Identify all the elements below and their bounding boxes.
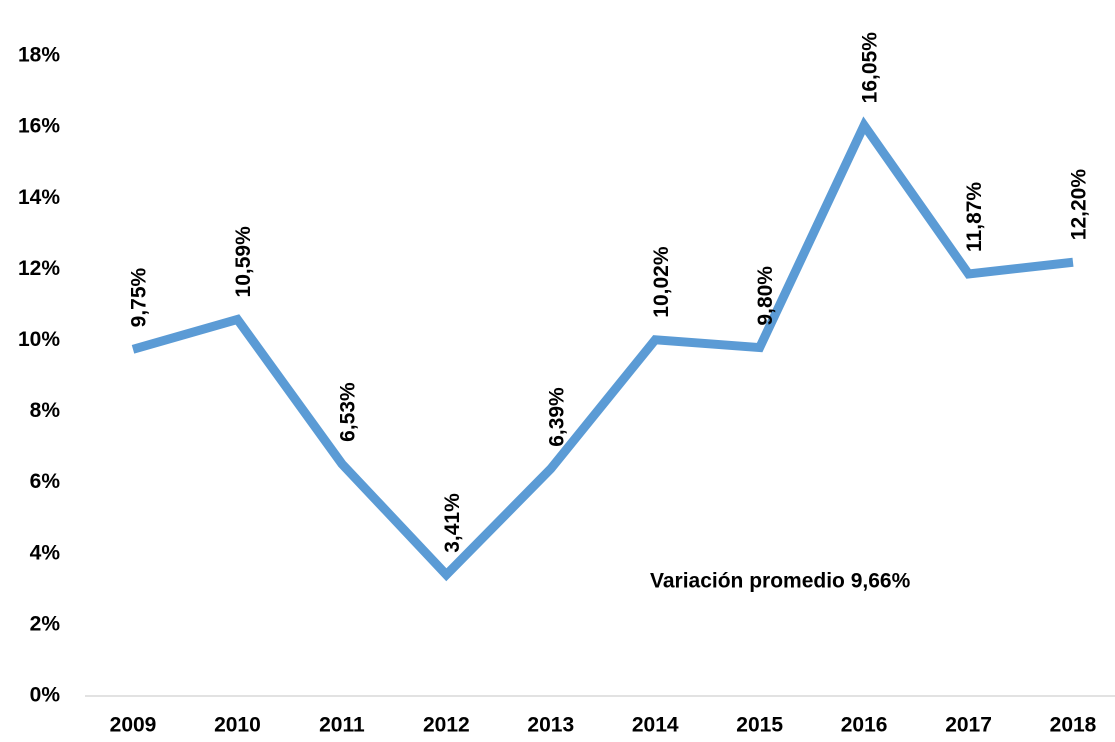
data-label: 10,02% — [650, 246, 673, 318]
y-tick-label: 12% — [18, 257, 60, 280]
data-label: 3,41% — [441, 493, 464, 553]
data-label: 11,87% — [963, 182, 986, 252]
x-tick-label: 2015 — [736, 714, 783, 737]
data-label: 10,59% — [232, 226, 255, 298]
y-tick-label: 10% — [18, 328, 60, 351]
x-tick-label: 2017 — [945, 714, 992, 737]
data-label: 9,80% — [754, 266, 777, 326]
x-tick-label: 2014 — [632, 714, 679, 737]
y-tick-label: 8% — [30, 399, 61, 422]
x-tick-label: 2018 — [1050, 714, 1097, 737]
x-tick-label: 2011 — [319, 714, 365, 737]
data-label: 16,05% — [859, 32, 882, 104]
y-tick-label: 4% — [30, 541, 61, 564]
x-tick-label: 2010 — [214, 714, 261, 737]
data-label: 6,39% — [545, 387, 568, 447]
y-tick-label: 16% — [18, 115, 60, 138]
y-tick-label: 6% — [30, 470, 61, 493]
data-label: 9,75% — [128, 267, 151, 327]
y-tick-label: 14% — [18, 186, 60, 209]
y-tick-label: 2% — [30, 612, 61, 635]
y-tick-label: 18% — [18, 44, 60, 67]
data-label: 6,53% — [336, 382, 359, 442]
series-line — [131, 116, 1074, 582]
x-tick-label: 2013 — [527, 714, 574, 737]
x-tick-label: 2016 — [841, 714, 888, 737]
x-tick-label: 2009 — [110, 714, 157, 737]
annotation: Variación promedio 9,66% — [650, 570, 911, 593]
data-label: 12,20% — [1068, 169, 1091, 241]
y-tick-label: 0% — [30, 684, 61, 707]
x-tick-label: 2012 — [423, 714, 470, 737]
